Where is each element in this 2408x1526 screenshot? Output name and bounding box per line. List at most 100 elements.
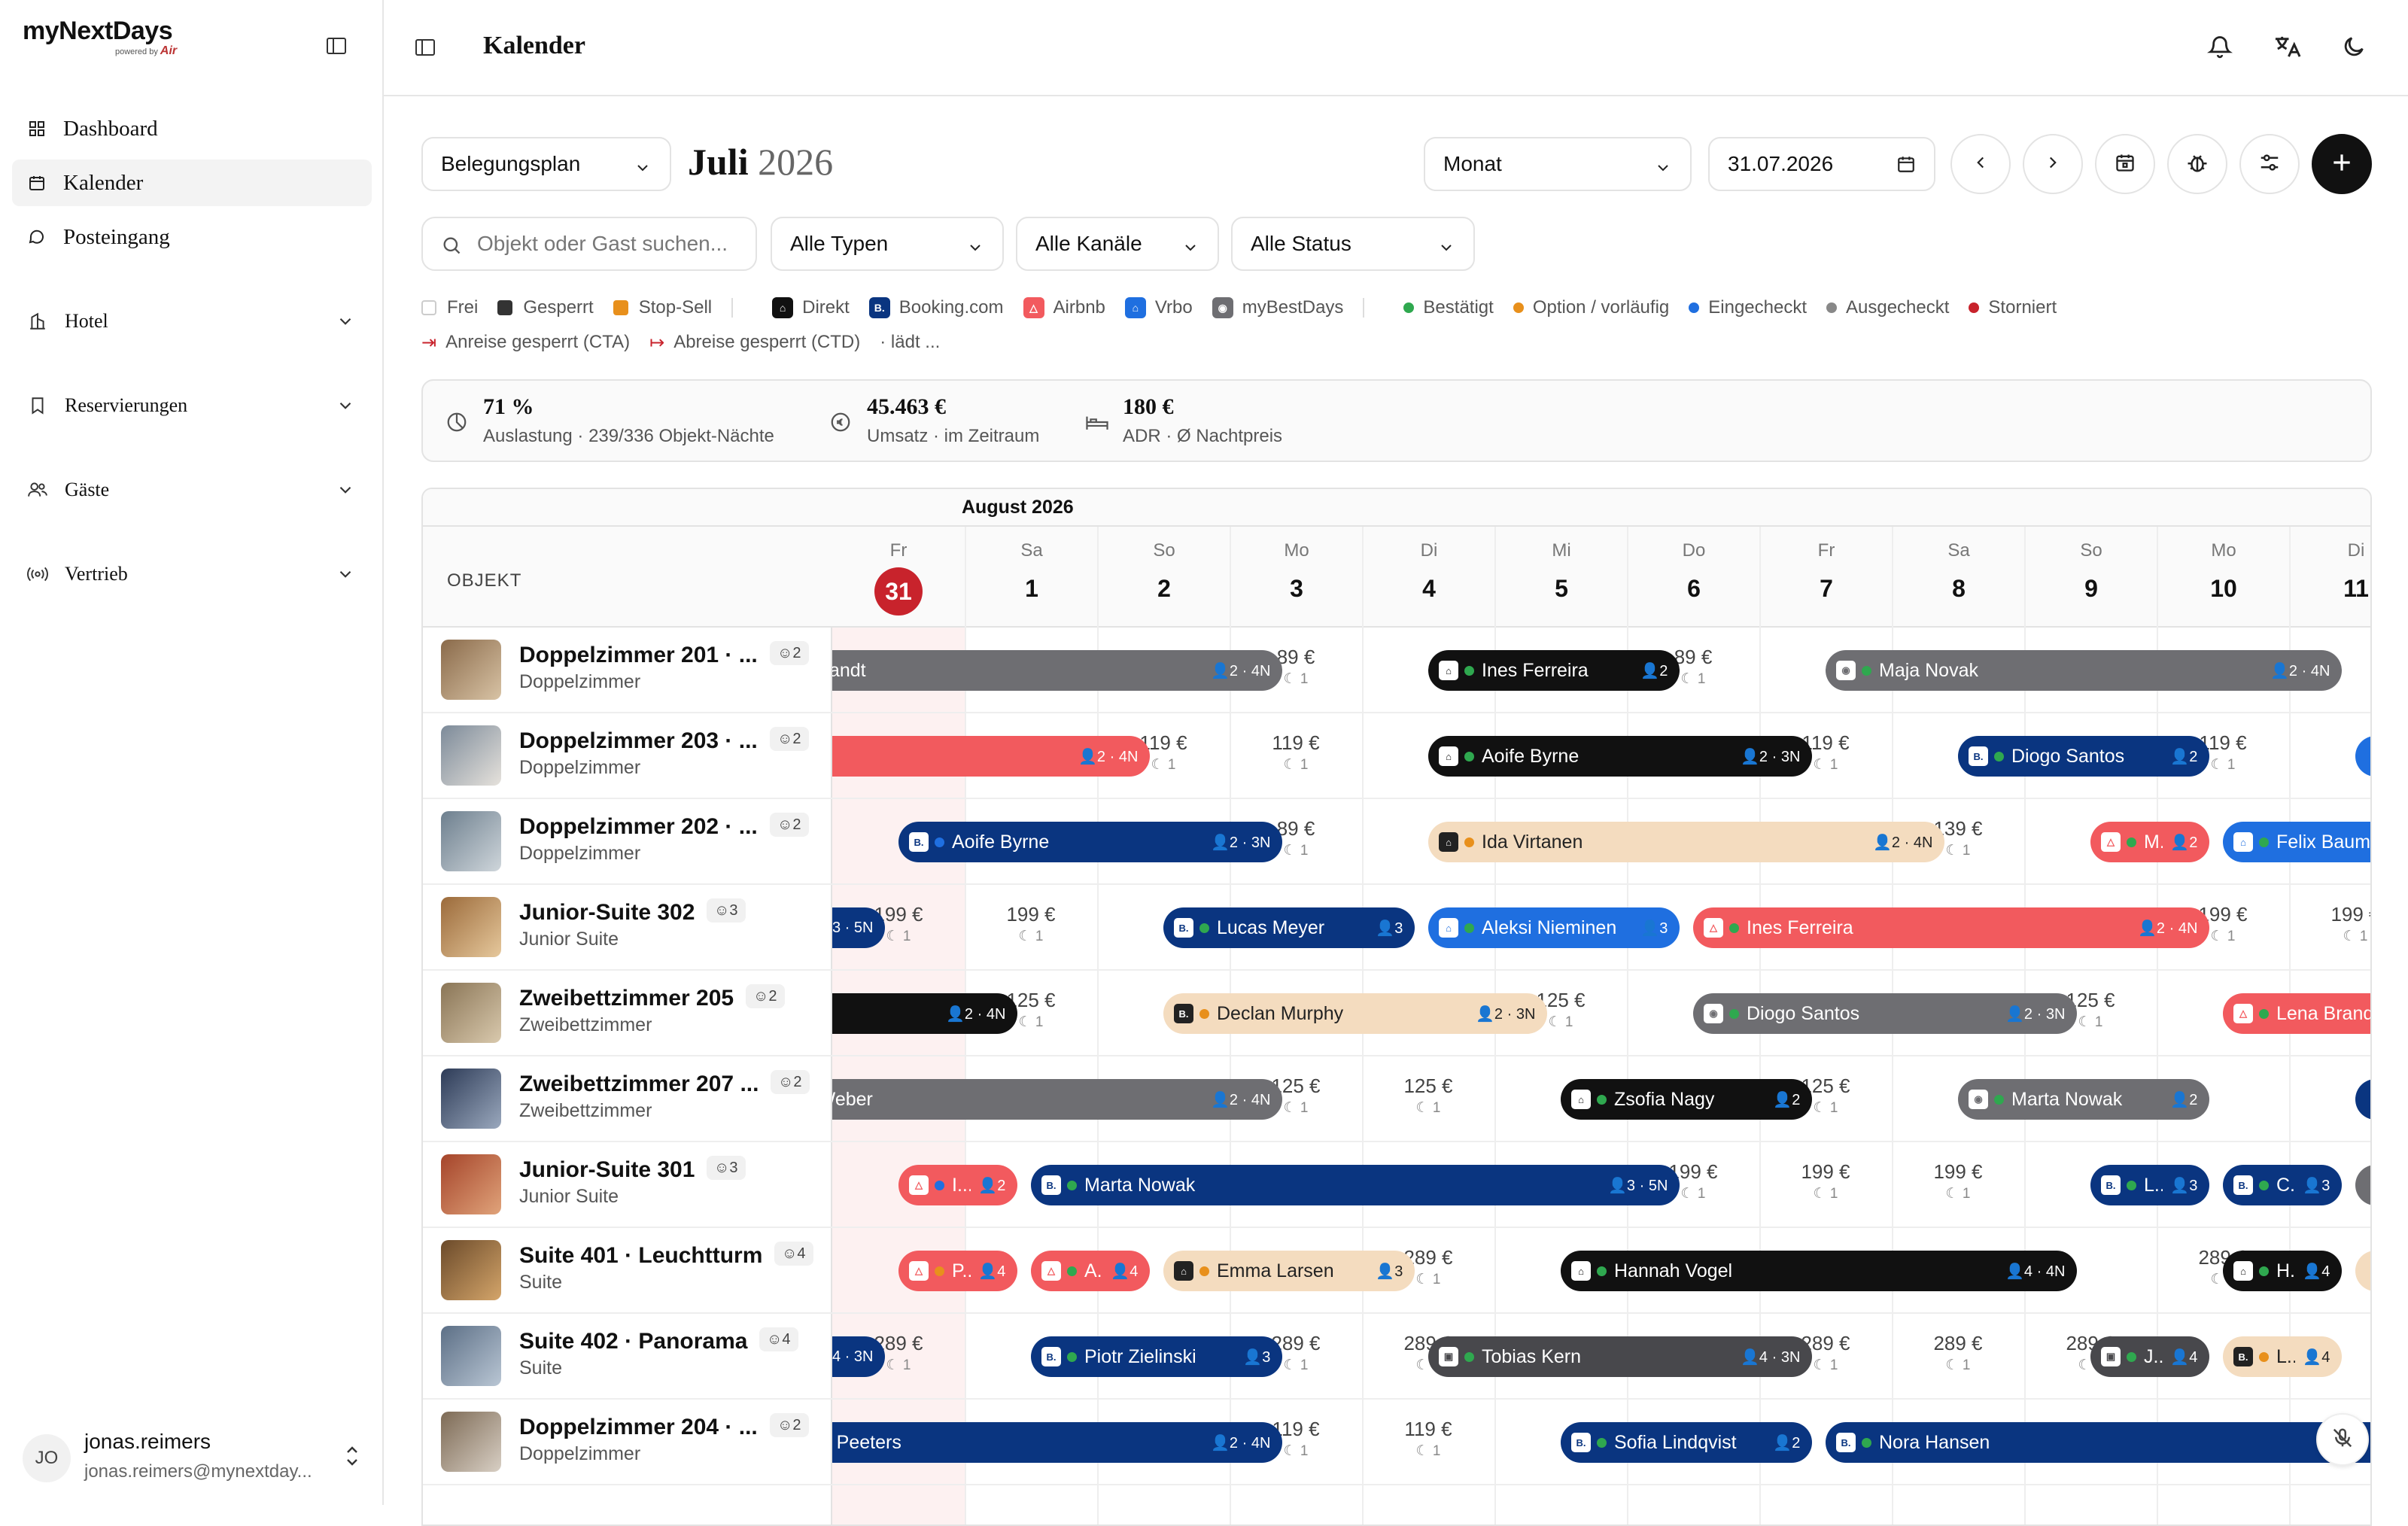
booking-bar[interactable]: B. Aoife Byrne 👤2 · 3N <box>898 822 1283 862</box>
object-row[interactable]: Doppelzimmer 202 · ... Doppelzimmer ☺ 2 <box>423 799 832 885</box>
booking-bar[interactable]: ⌂ Ida Virtanen 👤2 · 4N <box>1428 822 1945 862</box>
booking-bar[interactable]: ⌂ Aleksi Nieminen 👤3 <box>1428 907 1680 948</box>
booking-bar[interactable]: Thomas Peeters 👤2 · 4N <box>752 1422 1283 1463</box>
sidebar-item-posteingang[interactable]: Posteingang <box>12 214 372 260</box>
booking-bar[interactable]: △ A... 👤4 <box>1031 1251 1151 1291</box>
booking-bar[interactable]: ◉ Maja Novak 👤2 · 4N <box>1826 650 2343 691</box>
object-row[interactable]: Zweibettzimmer 207 ... Zweibettzimmer ☺ 2 <box>423 1056 832 1142</box>
view-select[interactable]: Belegungsplan <box>421 137 671 191</box>
booking-bar[interactable]: △ Lena Brand <box>2223 993 2370 1034</box>
booking-bar[interactable]: △ M.. 👤2 <box>2090 822 2210 862</box>
object-row[interactable]: Junior-Suite 302 Junior Suite ☺ 3 <box>423 885 832 971</box>
price-cell[interactable]: 125 € ☾ 1 <box>1494 989 1627 1031</box>
price-cell[interactable]: 289 €☾ 1 <box>1759 1332 1892 1374</box>
channel-select[interactable]: Alle Kanäle <box>1016 217 1219 271</box>
bell-icon[interactable] <box>2203 30 2236 63</box>
booking-bar[interactable]: B. Piotr Zielinski 👤3 <box>1031 1336 1283 1377</box>
price-cell[interactable]: 125 € ☾ 1 <box>1362 1075 1494 1117</box>
day-number: 2 <box>1157 575 1171 602</box>
booking-bar[interactable]: B. Diogo Santos 👤2 <box>1958 736 2210 777</box>
booking-bar[interactable]: ◉ Marta Nowak 👤2 <box>1958 1079 2210 1120</box>
moon-icon[interactable] <box>2337 30 2370 63</box>
translate-icon[interactable] <box>2271 30 2304 63</box>
booking-bar[interactable]: ⌂ Ines Ferreira 👤2 <box>1428 650 1680 691</box>
booking-bar[interactable]: ⌂ Zsofia Nagy 👤2 <box>1561 1079 1813 1120</box>
object-row[interactable]: Suite 401 · Leuchtturm Suite ☺ 4 <box>423 1228 832 1314</box>
booking-bar[interactable]: ◉ Diogo Santos 👤2 · 3N <box>1693 993 2078 1034</box>
mic-off-button[interactable] <box>2316 1413 2369 1466</box>
booking-bar[interactable]: ⌂ Emma Larsen 👤3 <box>1163 1251 1415 1291</box>
booking-bar[interactable]: B. Sofia Lindqvist 👤2 <box>1561 1422 1813 1463</box>
object-row[interactable]: Doppelzimmer 201 · ... Doppelzimmer ☺ 2 <box>423 628 832 713</box>
booking-bar[interactable]: B. Declan Murphy 👤2 · 3N <box>1163 993 1548 1034</box>
price-cell[interactable]: 125 € ☾ 1 <box>1230 1075 1362 1117</box>
booking-bar[interactable]: B. C... 👤3 <box>2223 1165 2343 1205</box>
booking-bar[interactable]: ⌂ Aoife Byrne 👤2 · 3N <box>1428 736 1813 777</box>
sidebar-collapse-icon[interactable] <box>327 38 346 54</box>
booking-bar[interactable]: △ P... 👤4 <box>898 1251 1018 1291</box>
booking-bar[interactable]: B. L... 👤3 <box>2090 1165 2210 1205</box>
price-cell[interactable]: 89 € ☾ 1 <box>1230 646 1362 688</box>
today-button[interactable] <box>2095 134 2155 194</box>
booking-bar[interactable] <box>2355 1079 2370 1120</box>
object-row[interactable]: Zweibettzimmer 205 Zweibettzimmer ☺ 2 <box>423 971 832 1056</box>
booking-bar[interactable]: Lena Brandt👤2 · 4N <box>752 650 1283 691</box>
price-cell[interactable]: 89 € ☾ 1 <box>1627 646 1759 688</box>
day-number: 1 <box>1025 575 1038 602</box>
search-input[interactable]: Objekt oder Gast suchen... <box>421 217 757 271</box>
sidebar-toggle-icon[interactable] <box>415 39 435 56</box>
calendar-icon[interactable] <box>1896 154 1916 180</box>
booking-bar[interactable]: △ Ines Ferreira 👤2 · 4N <box>1693 907 2210 948</box>
bug-button[interactable] <box>2167 134 2227 194</box>
capacity-value: 4 <box>797 1245 806 1262</box>
user-menu[interactable]: JO jonas.reimers jonas.reimers@mynextday… <box>23 1422 369 1490</box>
booking-bar[interactable] <box>2355 736 2370 777</box>
price-cell[interactable]: 199 € ☾ 1 <box>2289 903 2370 945</box>
object-row[interactable]: Junior-Suite 301 Junior Suite ☺ 3 <box>423 1142 832 1228</box>
object-row[interactable]: Doppelzimmer 203 · ... Doppelzimmer ☺ 2 <box>423 713 832 799</box>
booking-bar[interactable]: B. Nora Hansen <box>1826 1422 2370 1463</box>
min-stay-value: 1 <box>1035 1014 1044 1030</box>
price-cell[interactable]: 199 € ☾ 1 <box>1892 1160 2024 1202</box>
booking-bar[interactable] <box>2355 1251 2370 1291</box>
sidebar-item-dashboard[interactable]: Dashboard <box>12 105 372 152</box>
prev-button[interactable] <box>1950 134 2011 194</box>
app-logo[interactable]: myNextDays powered by Air <box>23 17 177 58</box>
next-button[interactable] <box>2023 134 2083 194</box>
booking-bar[interactable]: B. Marta Nowak 👤3 · 5N <box>1031 1165 1680 1205</box>
booking-bar[interactable]: ▣ J... 👤4 <box>2090 1336 2210 1377</box>
sidebar-group-vertrieb[interactable]: Vertrieb <box>12 551 372 597</box>
price-cell[interactable]: 199 € ☾ 1 <box>1759 1160 1892 1202</box>
price-cell[interactable]: 289 €☾ 1 <box>1892 1332 2024 1374</box>
booking-bar[interactable] <box>2355 1165 2370 1205</box>
guest-name: J... <box>2144 1345 2163 1367</box>
object-row[interactable]: Doppelzimmer 204 · ... Doppelzimmer ☺ 2 <box>423 1400 832 1485</box>
price-cell[interactable]: 119 € ☾ 1 <box>1362 1418 1494 1460</box>
capacity-badge: ☺ 2 <box>771 1070 810 1094</box>
range-select[interactable]: Monat <box>1424 137 1692 191</box>
price-cell[interactable]: 119 € ☾ 1 <box>1230 731 1362 774</box>
sidebar-item-kalender[interactable]: Kalender <box>12 160 372 206</box>
sidebar-group-hotel[interactable]: Hotel <box>12 298 372 345</box>
price-cell[interactable]: 89 € ☾ 1 <box>1230 817 1362 859</box>
booking-bar[interactable]: B. L... 👤4 <box>2223 1336 2343 1377</box>
add-booking-button[interactable] <box>2312 134 2372 194</box>
booking-bar[interactable]: ⌂ Felix Baum <box>2223 822 2370 862</box>
filters-button[interactable] <box>2239 134 2300 194</box>
booking-bar[interactable]: B. Lucas Meyer 👤3 <box>1163 907 1415 948</box>
status-dot <box>2127 1180 2136 1190</box>
room-type: Suite <box>519 1357 562 1379</box>
sidebar-group-reservierungen[interactable]: Reservierungen <box>12 382 372 429</box>
date-input[interactable]: 31.07.2026 <box>1708 137 1935 191</box>
booking-bar[interactable]: ▣ Tobias Kern 👤4 · 3N <box>1428 1336 1813 1377</box>
type-select[interactable]: Alle Typen <box>771 217 1004 271</box>
object-row[interactable]: Suite 402 · Panorama Suite ☺ 4 <box>423 1314 832 1400</box>
booking-bar[interactable]: △ I... 👤2 <box>898 1165 1018 1205</box>
price-cell[interactable]: 199 € ☾ 1 <box>965 903 1097 945</box>
booking-bar[interactable]: ⌂ Hannah Vogel 👤4 · 4N <box>1561 1251 2078 1291</box>
booking-bar[interactable]: ⌂ H... 👤4 <box>2223 1251 2343 1291</box>
booking-bar[interactable]: Nadja Weber👤2 · 4N <box>752 1079 1283 1120</box>
sidebar-group-gaeste[interactable]: Gäste <box>12 467 372 513</box>
status-select[interactable]: Alle Status <box>1231 217 1475 271</box>
day-header: Fr 7 <box>1759 527 1892 628</box>
